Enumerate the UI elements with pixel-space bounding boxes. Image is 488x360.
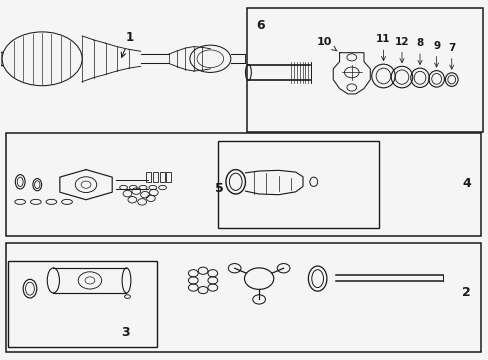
Bar — [5, 243, 480, 352]
Text: 11: 11 — [375, 35, 390, 60]
Bar — [146, 172, 151, 182]
Text: 7: 7 — [447, 43, 454, 69]
Bar — [166, 172, 171, 182]
Bar — [159, 172, 164, 182]
Text: 3: 3 — [121, 326, 129, 339]
Bar — [5, 134, 480, 235]
Text: 5: 5 — [214, 183, 223, 195]
Text: 2: 2 — [462, 287, 470, 300]
Text: 10: 10 — [316, 37, 336, 51]
Bar — [246, 8, 482, 132]
Bar — [8, 261, 157, 347]
Text: 6: 6 — [256, 19, 264, 32]
Text: 8: 8 — [416, 39, 423, 64]
Text: 9: 9 — [432, 41, 439, 67]
Text: 12: 12 — [394, 37, 408, 63]
Text: 4: 4 — [462, 177, 470, 190]
Text: 1: 1 — [121, 31, 134, 57]
Bar — [153, 172, 158, 182]
Bar — [217, 140, 378, 228]
